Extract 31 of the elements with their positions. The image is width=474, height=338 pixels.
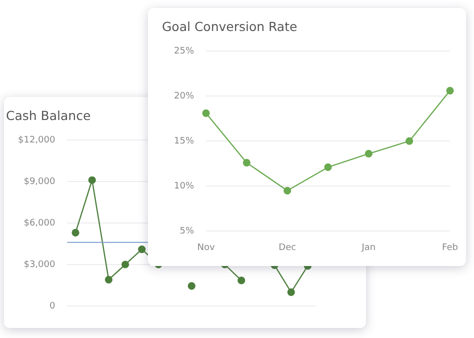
y-tick-label: $9,000: [24, 176, 56, 187]
point: [88, 176, 96, 184]
y-tick-label: 5%: [180, 226, 194, 237]
y-tick-label: 20%: [174, 91, 194, 102]
point: [121, 260, 130, 268]
point: [202, 109, 210, 117]
chart-title: Cash Balance: [6, 108, 91, 123]
point: [72, 228, 80, 236]
point: [406, 137, 414, 145]
point: [242, 158, 250, 167]
x-tick-label: Feb: [442, 242, 458, 253]
point: [364, 150, 372, 158]
point: [324, 163, 332, 172]
point: [104, 276, 112, 284]
point: [188, 282, 196, 290]
point: [287, 288, 295, 296]
x-tick-label: Nov: [197, 242, 216, 253]
chart-title: Goal Conversion Rate: [162, 18, 298, 34]
y-tick-label: 0: [49, 301, 56, 312]
y-tick-label: $12,000: [18, 135, 56, 146]
y-tick-label: 25%: [174, 46, 194, 56]
y-tick-label: 10%: [174, 181, 194, 192]
y-tick-label: $3,000: [24, 260, 56, 270]
x-tick-label: Jan: [360, 242, 376, 253]
point: [238, 276, 246, 284]
x-tick-label: Dec: [278, 242, 296, 253]
y-tick-label: $6,000: [24, 218, 56, 228]
point: [138, 245, 146, 254]
y-tick-label: 15%: [174, 136, 194, 146]
point: [284, 186, 292, 194]
point: [446, 86, 454, 94]
